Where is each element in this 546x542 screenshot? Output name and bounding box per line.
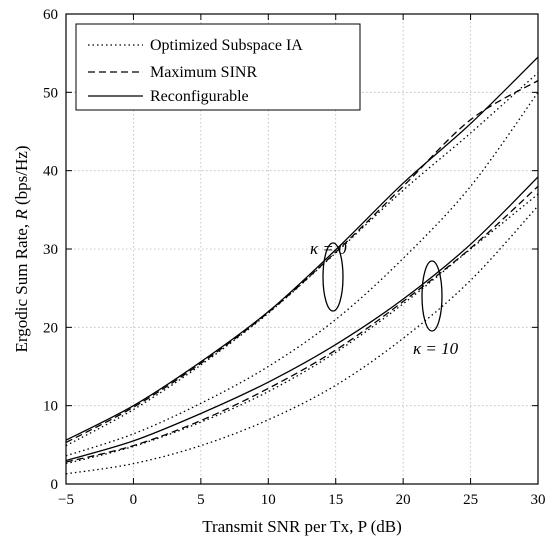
- legend: Optimized Subspace IA Maximum SINR Recon…: [75, 23, 361, 111]
- y-axis-title-suffix: (bps/Hz): [12, 146, 31, 210]
- y-tick-label: 40: [43, 164, 58, 180]
- x-tick-label: 0: [130, 492, 138, 508]
- y-axis-title-symbol: R: [12, 209, 31, 221]
- y-axis-title: Ergodic Sum Rate, R (bps/Hz): [12, 146, 31, 353]
- x-tick-label: 10: [261, 492, 276, 508]
- y-tick-label: 30: [43, 242, 58, 258]
- series-line-dotted-kappa10-5: [66, 193, 538, 465]
- kappa0-label: κ = 0: [310, 239, 347, 258]
- annotation-layer: κ = 0 κ = 10: [310, 239, 459, 358]
- y-tick-label: 50: [43, 85, 58, 101]
- legend-label-maximum-sinr: Maximum SINR: [150, 64, 257, 81]
- kappa0-ellipse: [322, 242, 344, 312]
- series-line-dotted-kappa0-1: [66, 72, 538, 447]
- kappa10-ellipse: [421, 260, 443, 332]
- legend-label-optimized-subspace-ia: Optimized Subspace IA: [150, 37, 303, 54]
- x-tick-label: 20: [396, 492, 411, 508]
- y-axis-title-prefix: Ergodic Sum Rate,: [12, 220, 31, 353]
- x-tick-label: 15: [328, 492, 343, 508]
- x-tick-label: 5: [197, 492, 205, 508]
- series-line-dashed-kappa0-2: [66, 80, 538, 444]
- series-line-dashed-kappa10-6: [66, 185, 538, 463]
- y-tick-label: 60: [43, 7, 58, 23]
- legend-label-reconfigurable: Reconfigurable: [150, 88, 249, 105]
- y-tick-label: 0: [51, 477, 59, 493]
- x-tick-label: 25: [463, 492, 478, 508]
- ticks: [65, 13, 539, 485]
- series-layer: [66, 56, 538, 475]
- y-tick-label: 20: [43, 320, 58, 336]
- y-tick-label: 10: [43, 399, 58, 415]
- x-tick-label: −5: [58, 492, 74, 508]
- kappa10-label: κ = 10: [413, 339, 459, 358]
- series-line-solid-kappa0-3: [66, 56, 538, 441]
- x-axis-title: Transmit SNR per Tx, P (dB): [202, 517, 402, 536]
- series-line-solid-kappa10-7: [66, 176, 538, 462]
- x-tick-label: 30: [531, 492, 546, 508]
